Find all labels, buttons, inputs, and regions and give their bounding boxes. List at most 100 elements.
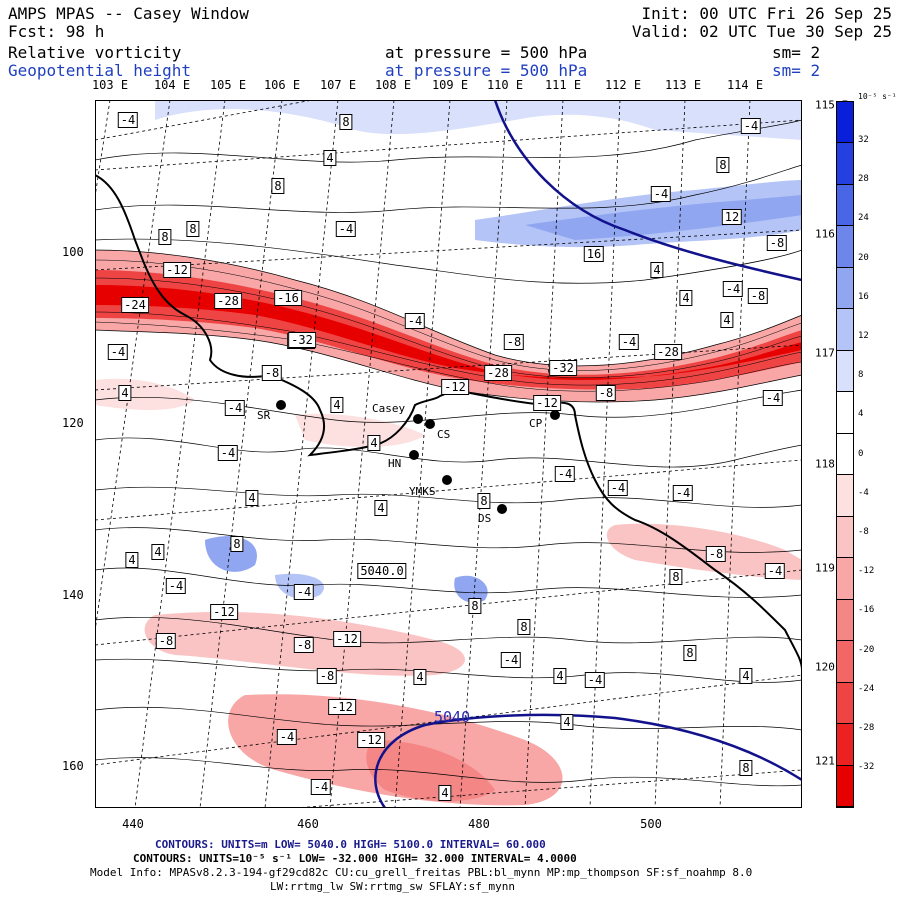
contour-label: 4 <box>323 150 337 166</box>
colorbar-segment <box>837 309 853 351</box>
contour-label: -4 <box>762 390 784 406</box>
contour-label: -8 <box>766 235 788 251</box>
y-tick-label: 100 <box>62 245 84 259</box>
contour-label: 8 <box>230 536 244 552</box>
coastline <box>95 174 802 671</box>
contour-label: 12 <box>721 209 743 225</box>
station-label: SR <box>257 409 271 422</box>
y-tick-label: 140 <box>62 588 84 602</box>
contour-label: -4 <box>740 118 762 134</box>
contour-label: 4 <box>553 668 567 684</box>
x-tick-label: 480 <box>468 817 490 831</box>
contour-label: 8 <box>271 178 285 194</box>
contour-label: -4 <box>217 445 239 461</box>
colorbar-segment <box>837 392 853 434</box>
station-label: HN <box>388 457 402 470</box>
station-label: CP <box>529 417 543 430</box>
vorticity-shade-positive-blob1 <box>205 536 257 572</box>
contour-label: -4 <box>764 563 786 579</box>
station-label: DS <box>478 512 492 525</box>
top-longitude-label: 105 E <box>209 78 247 92</box>
contour-label: -8 <box>155 633 177 649</box>
footer-physics-info: LW:rrtmg_lw SW:rrtmg_sw SFLAY:sf_mynn <box>270 880 516 893</box>
vorticity-shade-negative-coast <box>295 413 425 447</box>
contour-label: -8 <box>503 334 525 350</box>
contour-label: -12 <box>163 262 191 278</box>
contour-label: -32 <box>549 360 577 376</box>
contour-label: -12 <box>441 379 469 395</box>
contour-label: 4 <box>438 785 452 801</box>
top-longitude-label: 107 E <box>319 78 357 92</box>
vorticity-shade-positive-north <box>155 100 802 140</box>
x-tick-label: 460 <box>297 817 319 831</box>
contour-label: -12 <box>210 604 238 620</box>
contour-label: -4 <box>554 466 576 482</box>
colorbar-segment <box>837 226 853 268</box>
contour-label: -4 <box>404 313 426 329</box>
colorbar-segment <box>837 184 853 227</box>
y-tick-label: 160 <box>62 759 84 773</box>
map-panel <box>95 100 802 808</box>
colorbar-segment <box>837 765 853 807</box>
contour-label: -4 <box>165 578 187 594</box>
contour-label: -8 <box>747 288 769 304</box>
contour-label: -16 <box>274 290 302 306</box>
contour-label: 8 <box>669 569 683 585</box>
colorbar <box>836 101 854 808</box>
contour-label: 4 <box>367 435 381 451</box>
colorbar-segment <box>837 102 853 144</box>
field1-smoothing: sm= 2 <box>772 43 821 62</box>
valid-time: Valid: 02 UTC Tue 30 Sep 25 <box>631 22 892 41</box>
colorbar-label: -20 <box>858 644 875 655</box>
vorticity-contours-band <box>95 259 802 392</box>
contour-label: 4 <box>650 262 664 278</box>
field2-name: Geopotential height <box>8 61 192 80</box>
top-longitude-label: 109 E <box>431 78 469 92</box>
colorbar-label: -4 <box>858 487 869 498</box>
contour-label: 4 <box>125 552 139 568</box>
field2-smoothing: sm= 2 <box>772 61 821 80</box>
contour-label: -12 <box>357 732 385 748</box>
colorbar-label: -8 <box>858 527 869 537</box>
contour-label: -12 <box>533 395 561 411</box>
contour-label: 8 <box>468 598 482 614</box>
footer-height-contours: CONTOURS: UNITS=m LOW= 5040.0 HIGH= 5100… <box>155 838 546 851</box>
contour-label: -12 <box>328 699 356 715</box>
colorbar-unit: 10⁻⁵ s⁻¹ <box>858 92 897 101</box>
contour-label: -8 <box>316 668 338 684</box>
vorticity-shade-positive-blob3 <box>454 575 488 603</box>
station-marker <box>276 400 286 410</box>
top-longitude-label: 108 E <box>374 78 412 92</box>
footer-model-info: Model Info: MPASv8.2.3-194-gf29cd82c CU:… <box>90 866 753 879</box>
contour-label: 8 <box>716 157 730 173</box>
init-time: Init: 00 UTC Fri 26 Sep 25 <box>641 4 892 23</box>
colorbar-segment <box>837 350 853 393</box>
contour-label: 4 <box>413 669 427 685</box>
colorbar-segment <box>837 641 853 683</box>
colorbar-label: 8 <box>858 370 864 381</box>
vorticity-shade-negative-east <box>606 523 802 580</box>
vorticity-shade-negative-south3 <box>366 740 495 802</box>
colorbar-label: -32 <box>858 762 875 773</box>
contour-label: 8 <box>683 645 697 661</box>
colorbar-label: 20 <box>858 252 869 263</box>
colorbar-label: -28 <box>858 723 875 733</box>
contour-label: 8 <box>739 760 753 776</box>
contour-label: -4 <box>276 729 298 745</box>
contour-label: -28 <box>214 293 242 309</box>
contour-label: 4 <box>151 544 165 560</box>
vorticity-shade-negative-core <box>95 285 802 380</box>
station-label: YMKS <box>409 485 436 498</box>
top-longitude-label: 103 E <box>91 78 129 92</box>
contour-label: -4 <box>310 779 332 795</box>
field2-level: at pressure = 500 hPa <box>385 61 588 80</box>
contour-label: 4 <box>679 290 693 306</box>
x-tick-label: 440 <box>122 817 144 831</box>
contour-label: -24 <box>121 297 149 313</box>
contour-label: 8 <box>158 229 172 245</box>
station-marker <box>497 504 507 514</box>
colorbar-segment <box>837 475 853 517</box>
footer-vorticity-contours: CONTOURS: UNITS=10⁻⁵ s⁻¹ LOW= -32.000 HI… <box>133 852 577 865</box>
colorbar-segment <box>837 682 853 725</box>
contour-label: -4 <box>335 221 357 237</box>
